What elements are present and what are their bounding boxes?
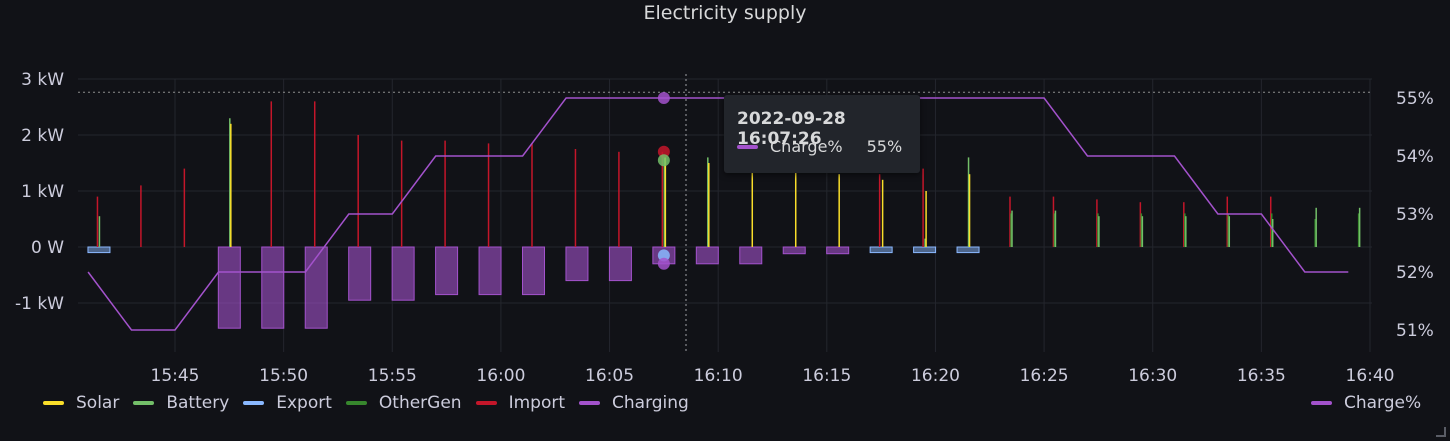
y-left-tick-label: 0 W <box>31 238 64 258</box>
x-tick-label: 16:30 <box>1128 366 1177 386</box>
x-tick-label: 15:55 <box>368 366 417 386</box>
legend-label: Import <box>508 393 566 413</box>
y-right-tick-label: 52% <box>1396 263 1434 283</box>
y-left-tick-label: 3 kW <box>21 70 64 90</box>
legend-label: Charging <box>612 393 689 413</box>
tooltip-series-swatch <box>737 144 758 149</box>
y-right-tick-label: 54% <box>1396 147 1434 167</box>
charging-bar <box>261 246 285 329</box>
legend-swatch <box>43 401 64 405</box>
legend-swatch <box>579 401 601 405</box>
y-left-tick-label: -1 kW <box>15 294 64 314</box>
resize-handle-icon[interactable] <box>1436 427 1446 437</box>
export-bar <box>869 246 893 254</box>
x-tick-label: 16:15 <box>802 366 851 386</box>
legend-item-import[interactable]: Import <box>475 393 566 413</box>
legend-label: Charge% <box>1344 393 1422 413</box>
legend-item-charge-pct[interactable]: Charge% <box>1311 393 1421 413</box>
x-tick-label: 16:25 <box>1020 366 1069 386</box>
legend-right: Charge% <box>1311 393 1435 413</box>
y-right-tick-label: 53% <box>1396 205 1434 225</box>
x-tick-label: 16:10 <box>694 366 743 386</box>
chart-bars <box>87 101 1361 329</box>
y-right-tick-label: 51% <box>1396 321 1434 341</box>
hover-point-export <box>657 249 670 262</box>
x-tick-label: 16:40 <box>1346 366 1395 386</box>
tooltip-series-value: 55% <box>866 137 903 156</box>
legend-item-charging[interactable]: Charging <box>579 393 689 413</box>
legend-item-othergen[interactable]: OtherGen <box>345 393 462 413</box>
legend-item-battery[interactable]: Battery <box>133 393 229 413</box>
charging-bar <box>739 246 763 265</box>
tooltip-time: 2022-09-28 16:07:26 <box>737 109 846 149</box>
legend-label: Export <box>276 393 332 413</box>
x-tick-label: 16:00 <box>476 366 525 386</box>
x-tick-label: 16:05 <box>585 366 634 386</box>
legend-label: OtherGen <box>378 393 462 413</box>
charging-bar <box>348 246 372 301</box>
legend-label: Solar <box>76 393 120 413</box>
legend-left: Solar Battery Export OtherGen Import Charging <box>43 393 703 413</box>
panel-title: Electricity supply <box>643 2 807 24</box>
legend-label: Battery <box>166 393 230 413</box>
charging-bar <box>522 246 545 296</box>
charging-bar <box>217 246 241 329</box>
charging-bar <box>304 246 328 329</box>
export-bar <box>913 246 937 254</box>
tooltip-row: Charge% 55% <box>737 137 902 156</box>
x-tick-label: 15:45 <box>151 366 200 386</box>
charging-bar <box>608 246 632 282</box>
charging-bar <box>478 246 502 296</box>
hover-point-charging <box>657 257 670 270</box>
legend-item-solar[interactable]: Solar <box>43 393 119 413</box>
chart-grid <box>78 78 1372 352</box>
chart-line <box>87 97 1349 331</box>
legend-swatch <box>133 401 155 405</box>
chart-axes: 3 kW 2 kW 1 kW 0 W -1 kW 55% 54% 53% 52% 51% 15:45… <box>15 70 1434 386</box>
hover-tooltip: 2022-09-28 16:07:26 Charge% 55% <box>724 95 920 173</box>
legend-swatch <box>243 401 265 405</box>
export-bar <box>956 246 980 254</box>
y-left-tick-label: 1 kW <box>21 182 64 202</box>
hover-point-charge <box>657 92 670 104</box>
charging-bar <box>695 246 719 265</box>
legend-swatch <box>345 401 367 405</box>
charging-bar <box>435 246 459 296</box>
export-bar <box>87 246 111 254</box>
y-left-tick-label: 2 kW <box>21 126 64 146</box>
charging-bar <box>826 246 850 255</box>
x-tick-label: 15:50 <box>259 366 308 386</box>
tooltip-series-name: Charge% <box>770 137 843 156</box>
y-right-tick-label: 55% <box>1396 89 1434 109</box>
charge-pct-line <box>87 97 1349 331</box>
legend-swatch <box>475 401 497 405</box>
x-tick-label: 16:20 <box>911 366 960 386</box>
hover-point-battery <box>657 154 670 167</box>
legend-swatch <box>1311 401 1332 405</box>
legend-item-export[interactable]: Export <box>243 393 332 413</box>
charging-bar <box>391 246 415 301</box>
x-tick-label: 16:35 <box>1237 366 1286 386</box>
hover-point-import <box>657 145 670 158</box>
chart-cursor <box>657 74 687 352</box>
charging-bar <box>782 246 806 255</box>
charging-bar <box>565 246 589 282</box>
